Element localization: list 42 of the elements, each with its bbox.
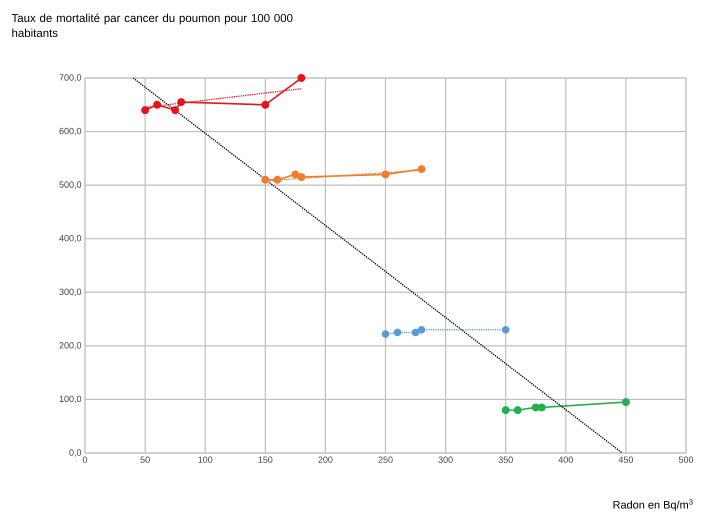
x-tick-label: 450 <box>618 456 634 463</box>
point <box>141 106 150 114</box>
x-tick-label: 350 <box>498 456 513 463</box>
point <box>177 98 186 106</box>
point <box>418 165 426 174</box>
point <box>297 74 306 82</box>
x-tick-label: 50 <box>140 456 150 463</box>
point <box>273 176 282 184</box>
point <box>622 398 630 406</box>
point <box>171 106 180 114</box>
point <box>514 406 522 414</box>
x-axis-title: Radon en Bq/m$^{3}$ <box>613 499 693 511</box>
x-tick-label: 400 <box>558 456 573 463</box>
y-tick-label: 400,0 <box>59 235 82 242</box>
point <box>153 100 162 109</box>
y-tick-label: 700,0 <box>60 74 82 82</box>
x-tick-label: 100 <box>198 456 212 463</box>
x-tick-label: 0 <box>82 456 88 463</box>
y-tick-label: 600,0 <box>60 128 82 136</box>
chart-title: Taux de mortalité par cancer du poumon pour 100 000 habitants <box>12 14 293 38</box>
x-tick-label: 500 <box>678 456 694 463</box>
point <box>297 173 306 182</box>
point <box>412 328 420 336</box>
x-tick-label: 150 <box>258 456 272 463</box>
point <box>538 403 546 412</box>
point <box>261 100 270 109</box>
x-tick-label: 250 <box>378 456 393 463</box>
x-tick-label: 300 <box>438 456 453 463</box>
point <box>291 170 300 178</box>
point <box>394 328 402 336</box>
y-tick-label: 300,0 <box>59 288 82 296</box>
point <box>382 170 390 178</box>
x-tick-label: 200 <box>318 456 333 463</box>
point <box>382 330 390 338</box>
y-tick-label: 500,0 <box>59 181 82 189</box>
point <box>261 176 270 184</box>
point <box>418 326 426 334</box>
point <box>502 406 510 414</box>
y-tick-label: 100,0 <box>60 396 82 404</box>
point <box>502 326 510 334</box>
y-tick-label: 200,0 <box>60 342 82 350</box>
y-tick-label: 0,0 <box>69 449 82 457</box>
